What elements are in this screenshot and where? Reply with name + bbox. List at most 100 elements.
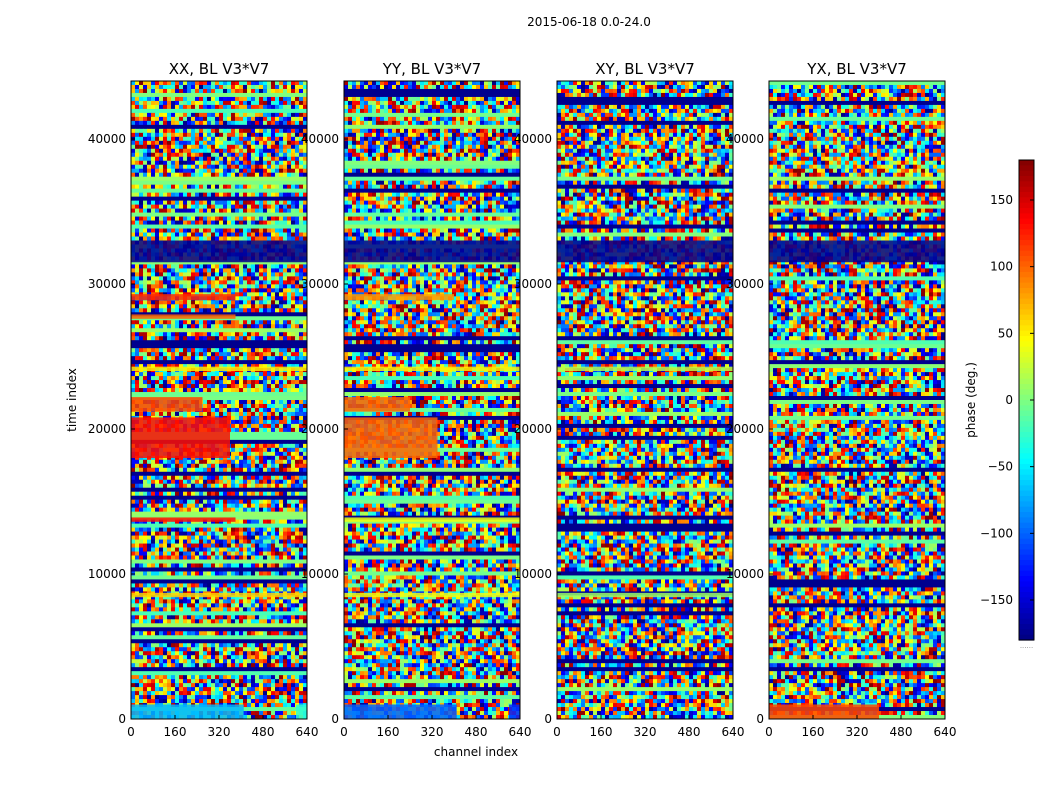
x-tick-label: 160 xyxy=(164,725,187,739)
panel-title: XX, BL V3*V7 xyxy=(169,60,270,78)
colorbar-step xyxy=(1019,250,1034,257)
phase-band xyxy=(344,517,520,522)
colorbar-step xyxy=(1019,448,1034,454)
panels-group: XX, BL V3*V7 0 160 320 480 640 0 10000 20000 3000… xyxy=(88,60,957,739)
colorbar-step xyxy=(1019,352,1034,358)
colorbar-step xyxy=(1019,496,1034,502)
y-tick-label: 10000 xyxy=(514,567,552,581)
x-tick-label: 0 xyxy=(340,725,348,739)
phase-band xyxy=(131,704,244,719)
colorbar-step xyxy=(1019,624,1034,630)
colorbar-step xyxy=(1019,512,1034,518)
colorbar-step xyxy=(1019,608,1034,614)
colorbar-step xyxy=(1019,165,1034,172)
colorbar-footer: ...... xyxy=(1020,642,1033,650)
colorbar-step xyxy=(1019,336,1034,342)
colorbar-step xyxy=(1019,181,1034,188)
y-tick-label: 10000 xyxy=(88,567,126,581)
panel-title: YY, BL V3*V7 xyxy=(382,60,481,78)
phase-band xyxy=(131,366,307,371)
colorbar-step xyxy=(1019,192,1034,198)
colorbar-step xyxy=(1019,208,1034,214)
colorbar-step xyxy=(1019,416,1034,422)
y-tick-label: 30000 xyxy=(514,277,552,291)
colorbar-step xyxy=(1019,501,1034,508)
colorbar: 150 100 50 0 −50 −100 −150 phase (deg.)...... xyxy=(964,159,1035,650)
phase-heatmap xyxy=(131,81,307,719)
x-tick-label: 0 xyxy=(127,725,135,739)
phase-band xyxy=(344,704,457,719)
phase-heatmap xyxy=(344,81,520,719)
x-tick-label: 640 xyxy=(296,725,319,739)
colorbar-step xyxy=(1019,581,1034,588)
colorbar-step xyxy=(1019,282,1034,289)
colorbar-step xyxy=(1019,325,1034,332)
colorbar-step xyxy=(1019,528,1034,534)
colorbar-step xyxy=(1019,464,1034,470)
y-tick-label: 20000 xyxy=(726,422,764,436)
phase-band xyxy=(131,294,236,300)
colorbar-step xyxy=(1019,288,1034,294)
colorbar-step xyxy=(1019,384,1034,390)
x-axis-label: channel index xyxy=(434,745,518,759)
colorbar-step xyxy=(1019,293,1034,300)
y-tick-label: 40000 xyxy=(514,132,552,146)
phase-band xyxy=(557,240,733,263)
panel-1: YY, BL V3*V7 0 160 320 480 640 0 10000 20000 3000… xyxy=(301,60,532,739)
x-tick-label: 480 xyxy=(465,725,488,739)
panel-3: YX, BL V3*V7 0 160 320 480 640 0 10000 20000 3000… xyxy=(726,60,957,739)
phase-band xyxy=(344,294,454,300)
phase-band xyxy=(344,366,520,371)
colorbar-step xyxy=(1019,378,1034,385)
colorbar-step xyxy=(1019,304,1034,310)
colorbar-step xyxy=(1019,629,1034,636)
colorbar-step xyxy=(1019,394,1034,401)
phase-band xyxy=(344,397,410,412)
colorbar-step xyxy=(1019,362,1034,369)
phase-band xyxy=(131,397,203,412)
y-tick-label: 0 xyxy=(756,712,764,726)
colorbar-step xyxy=(1019,592,1034,598)
x-tick-label: 320 xyxy=(634,725,657,739)
phase-band xyxy=(131,314,236,319)
colorbar-step xyxy=(1019,458,1034,465)
colorbar-step xyxy=(1019,202,1034,209)
colorbar-step xyxy=(1019,480,1034,486)
y-tick-label: 20000 xyxy=(88,422,126,436)
colorbar-step xyxy=(1019,597,1034,604)
x-tick-label: 160 xyxy=(802,725,825,739)
colorbar-step xyxy=(1019,218,1034,225)
colorbar-step xyxy=(1019,544,1034,550)
panel-2: XY, BL V3*V7 0 160 320 480 640 0 10000 20000 3000… xyxy=(514,60,745,739)
x-tick-label: 480 xyxy=(890,725,913,739)
x-tick-label: 320 xyxy=(208,725,231,739)
colorbar-step xyxy=(1019,586,1034,593)
phase-band xyxy=(131,592,307,598)
colorbar-step xyxy=(1019,522,1034,529)
phase-band xyxy=(509,704,520,719)
colorbar-step xyxy=(1019,549,1034,556)
colorbar-step xyxy=(1019,517,1034,524)
colorbar-step xyxy=(1019,373,1034,380)
colorbar-step xyxy=(1019,432,1034,438)
colorbar-step xyxy=(1019,160,1034,166)
colorbar-step xyxy=(1019,506,1034,513)
colorbar-step xyxy=(1019,554,1034,561)
y-tick-label: 0 xyxy=(331,712,339,726)
colorbar-step xyxy=(1019,613,1034,620)
colorbar-step xyxy=(1019,272,1034,278)
phase-band xyxy=(296,704,307,719)
colorbar-step xyxy=(1019,565,1034,572)
y-tick-label: 40000 xyxy=(88,132,126,146)
figure-suptitle: 2015-06-18 0.0-24.0 xyxy=(527,15,651,29)
colorbar-step xyxy=(1019,213,1034,220)
colorbar-step xyxy=(1019,266,1034,273)
panel-title: XY, BL V3*V7 xyxy=(595,60,695,78)
colorbar-step xyxy=(1019,410,1034,417)
colorbar-step xyxy=(1019,490,1034,497)
colorbar-step xyxy=(1019,405,1034,412)
phase-band xyxy=(557,366,733,371)
colorbar-tick-label: 150 xyxy=(990,193,1013,207)
colorbar-step xyxy=(1019,618,1034,625)
x-tick-label: 640 xyxy=(722,725,745,739)
